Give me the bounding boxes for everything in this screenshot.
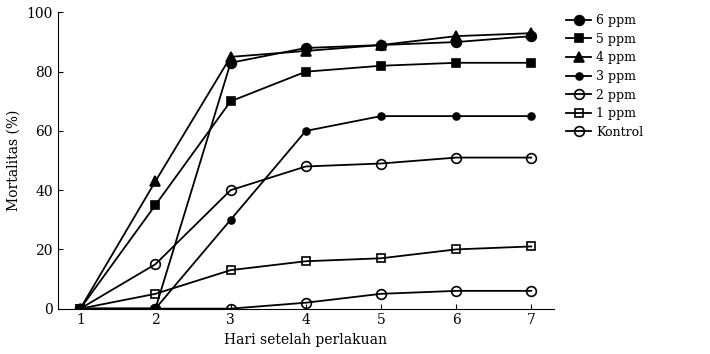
2 ppm xyxy=(76,307,84,311)
1 ppm xyxy=(76,307,84,311)
1 ppm xyxy=(151,292,160,296)
Line: 3 ppm: 3 ppm xyxy=(77,113,535,312)
4 ppm xyxy=(151,179,160,183)
1 ppm xyxy=(527,244,535,249)
4 ppm xyxy=(527,31,535,35)
2 ppm xyxy=(452,155,460,160)
Kontrol xyxy=(151,307,160,311)
2 ppm xyxy=(527,155,535,160)
5 ppm xyxy=(527,61,535,65)
2 ppm xyxy=(377,161,386,166)
3 ppm xyxy=(527,114,535,118)
3 ppm xyxy=(226,218,235,222)
5 ppm xyxy=(151,203,160,207)
Line: 4 ppm: 4 ppm xyxy=(75,28,536,314)
5 ppm xyxy=(76,307,84,311)
3 ppm xyxy=(452,114,460,118)
X-axis label: Hari setelah perlakuan: Hari setelah perlakuan xyxy=(224,333,387,347)
6 ppm xyxy=(302,46,310,50)
Legend: 6 ppm, 5 ppm, 4 ppm, 3 ppm, 2 ppm, 1 ppm, Kontrol: 6 ppm, 5 ppm, 4 ppm, 3 ppm, 2 ppm, 1 ppm… xyxy=(565,13,645,140)
3 ppm xyxy=(76,307,84,311)
2 ppm xyxy=(226,188,235,192)
6 ppm xyxy=(527,34,535,38)
Line: 1 ppm: 1 ppm xyxy=(76,242,535,313)
4 ppm xyxy=(377,43,386,47)
3 ppm xyxy=(151,307,160,311)
2 ppm xyxy=(302,164,310,169)
Line: Kontrol: Kontrol xyxy=(75,286,536,314)
6 ppm xyxy=(76,307,84,311)
Line: 6 ppm: 6 ppm xyxy=(75,31,536,314)
1 ppm xyxy=(302,259,310,263)
1 ppm xyxy=(226,268,235,272)
5 ppm xyxy=(377,64,386,68)
3 ppm xyxy=(302,129,310,133)
Kontrol xyxy=(527,289,535,293)
Kontrol xyxy=(452,289,460,293)
1 ppm xyxy=(377,256,386,261)
Kontrol xyxy=(377,292,386,296)
Y-axis label: Mortalitas (%): Mortalitas (%) xyxy=(7,110,21,211)
5 ppm xyxy=(226,99,235,103)
6 ppm xyxy=(226,61,235,65)
5 ppm xyxy=(452,61,460,65)
4 ppm xyxy=(302,49,310,53)
4 ppm xyxy=(226,55,235,59)
1 ppm xyxy=(452,247,460,252)
Line: 5 ppm: 5 ppm xyxy=(76,59,535,313)
Line: 2 ppm: 2 ppm xyxy=(75,153,536,314)
Kontrol xyxy=(76,307,84,311)
3 ppm xyxy=(377,114,386,118)
6 ppm xyxy=(377,43,386,47)
6 ppm xyxy=(452,40,460,44)
2 ppm xyxy=(151,262,160,266)
6 ppm xyxy=(151,307,160,311)
4 ppm xyxy=(452,34,460,38)
5 ppm xyxy=(302,69,310,74)
Kontrol xyxy=(226,307,235,311)
Kontrol xyxy=(302,301,310,305)
4 ppm xyxy=(76,307,84,311)
